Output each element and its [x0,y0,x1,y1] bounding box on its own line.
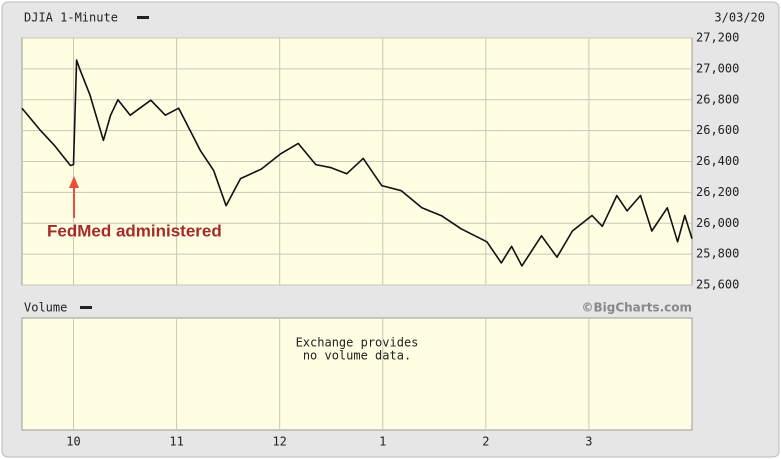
y-tick-label: 27,000 [696,61,739,75]
x-tick-label: 3 [585,435,592,449]
x-tick-label: 10 [66,435,80,449]
x-tick-label: 12 [272,435,286,449]
volume-note: no volume data. [303,349,411,363]
x-tick-label: 11 [169,435,183,449]
y-tick-label: 27,200 [696,31,739,45]
annotation: FedMed administered [47,221,222,240]
chart-title: DJIA 1-Minute [24,11,118,25]
y-tick-label: 26,000 [696,216,739,230]
price-line [21,59,693,267]
y-tick-label: 26,400 [696,154,739,168]
y-tick-label: 25,600 [696,278,739,292]
volume-title: Volume [24,301,67,315]
y-tick-label: 26,800 [696,92,739,106]
y-tick-label: 26,600 [696,123,739,137]
volume-panel [21,317,693,431]
title-icon [137,16,149,19]
volume-icon [80,306,92,309]
y-tick-label: 26,200 [696,185,739,199]
x-tick-label: 2 [482,435,489,449]
y-tick-label: 25,800 [696,247,739,261]
credit: ©BigCharts.com [581,301,692,315]
grid [22,37,692,430]
x-tick-label: 1 [379,435,386,449]
annotation-arrowhead [69,176,79,188]
date: 3/03/20 [714,11,765,25]
volume-note: Exchange provides [296,336,419,350]
